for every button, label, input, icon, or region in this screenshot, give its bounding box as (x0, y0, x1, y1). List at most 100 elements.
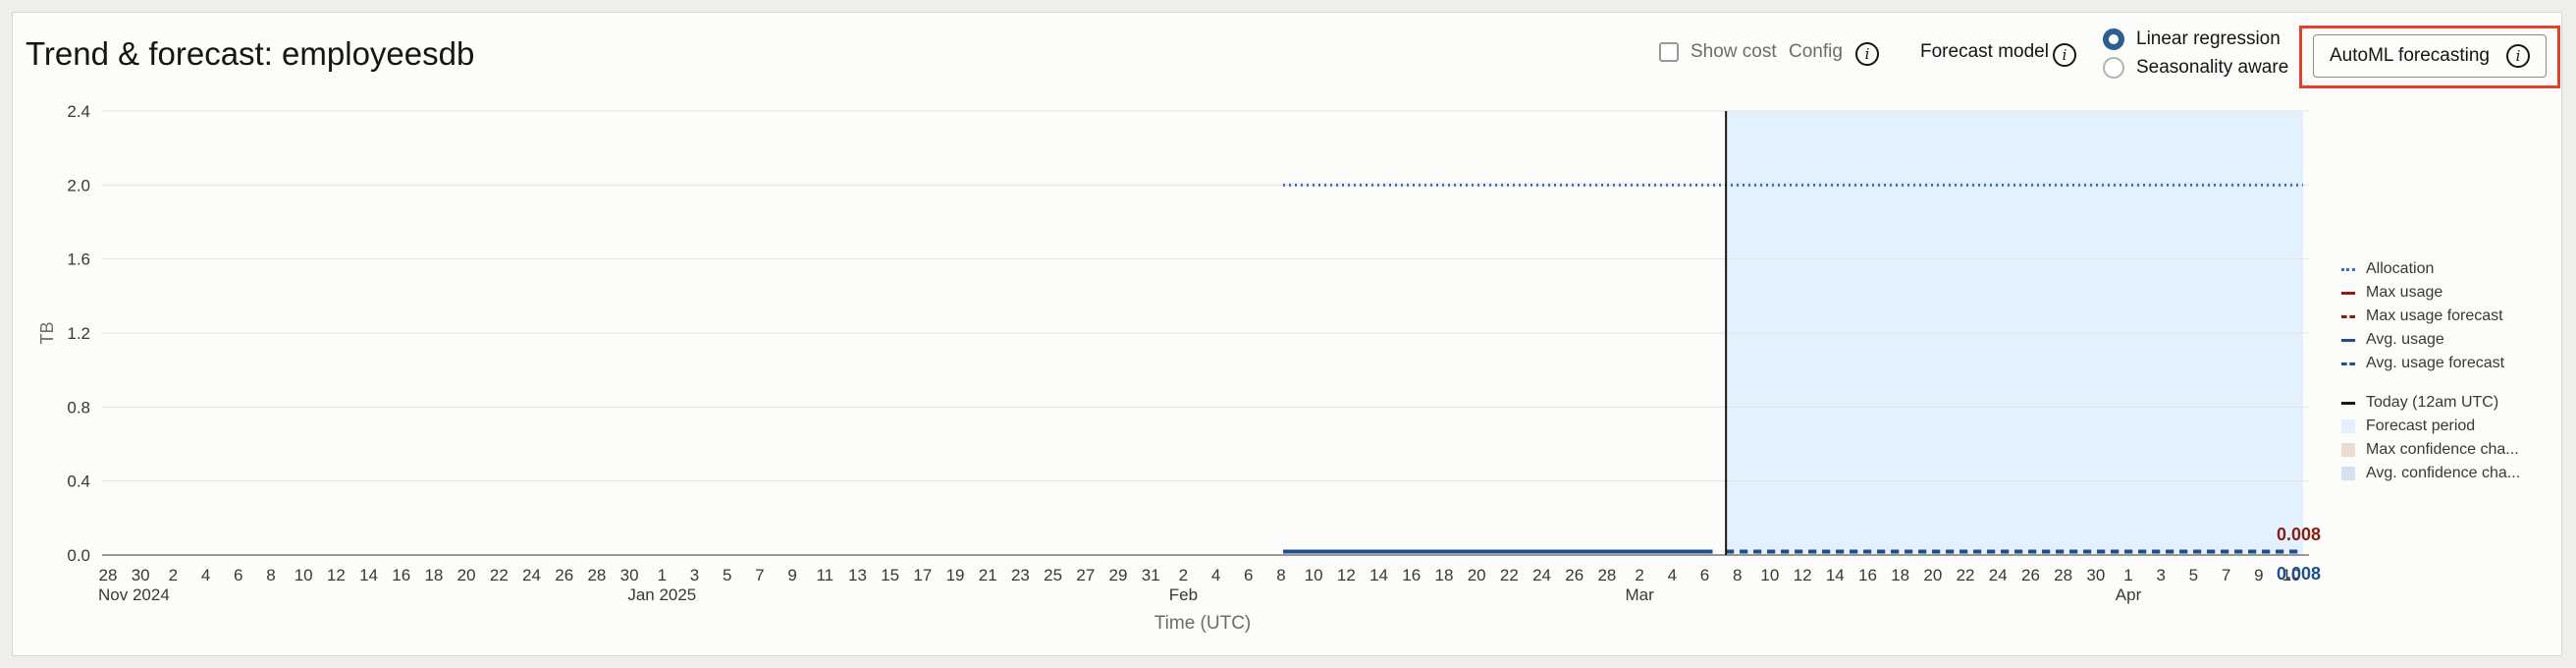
forecast-model-info-icon[interactable]: i (2053, 43, 2076, 67)
x-tick-label: 22 (1957, 566, 1975, 584)
x-tick-label: 5 (2189, 566, 2198, 584)
x-tick-label: 18 (424, 566, 443, 584)
y-tick-label: 1.2 (67, 324, 90, 343)
x-tick-label: 4 (1668, 566, 1677, 584)
x-tick-label: 13 (848, 566, 867, 584)
x-tick-label: 28 (99, 566, 118, 584)
x-tick-label: 10 (295, 566, 313, 584)
x-tick-label: 28 (587, 566, 606, 584)
x-tick-label: 8 (266, 566, 275, 584)
config-info-icon[interactable]: i (1855, 42, 1879, 66)
x-tick-label: 26 (555, 566, 573, 584)
config-label: Config (1789, 41, 1843, 62)
x-tick-label: 2 (169, 566, 178, 584)
chart-legend: Allocation Max usage Max usage forecast Avg… (2340, 257, 2520, 485)
x-tick-label: 12 (1794, 566, 1812, 584)
x-tick-label: 6 (1244, 566, 1253, 584)
legend-label: Forecast period (2366, 418, 2476, 434)
x-tick-label: 22 (490, 566, 509, 584)
legend-gap (2340, 375, 2520, 391)
x-tick-label: 14 (359, 566, 378, 584)
legend-label: Avg. usage forecast (2366, 355, 2505, 371)
legend-swatch (2340, 356, 2356, 371)
y-tick-label: 2.0 (67, 176, 90, 195)
legend-swatch (2340, 418, 2356, 434)
x-month-label: Feb (1169, 585, 1198, 604)
x-tick-label: 17 (913, 566, 932, 584)
legend-label: Avg. confidence cha... (2366, 465, 2521, 481)
x-tick-label: 18 (1434, 566, 1453, 584)
x-tick-label: 26 (1565, 566, 1583, 584)
x-tick-label: 8 (1733, 566, 1742, 584)
legend-swatch (2340, 308, 2356, 324)
legend-swatch (2340, 332, 2356, 348)
x-tick-label: 20 (1923, 566, 1942, 584)
automl-forecasting-label: AutoML forecasting (2330, 45, 2490, 66)
x-tick-label: 6 (1700, 566, 1709, 584)
x-tick-label: 24 (522, 566, 541, 584)
x-axis-label: Time (UTC) (1154, 613, 1252, 634)
x-tick-label: 3 (2156, 566, 2165, 584)
y-tick-label: 0.0 (67, 546, 90, 565)
x-month-label: Apr (2116, 585, 2142, 604)
x-tick-label: 6 (234, 566, 242, 584)
legend-item[interactable]: Today (12am UTC) (2340, 391, 2520, 415)
legend-item[interactable]: Avg. confidence cha... (2340, 462, 2520, 485)
legend-item[interactable]: Max usage (2340, 281, 2520, 305)
x-tick-label: 8 (1276, 566, 1285, 584)
legend-item[interactable]: Avg. usage (2340, 328, 2520, 352)
radio-seasonality-aware-button[interactable] (2103, 57, 2124, 79)
avg-usage-end-label: 0.008 (2277, 564, 2321, 584)
x-tick-label: 16 (1402, 566, 1421, 584)
legend-item[interactable]: Forecast period (2340, 415, 2520, 438)
x-tick-label: 4 (1211, 566, 1220, 584)
x-tick-label: 30 (620, 566, 639, 584)
legend-swatch (2340, 395, 2356, 411)
legend-item[interactable]: Max usage forecast (2340, 305, 2520, 328)
legend-swatch (2340, 466, 2356, 481)
radio-linear-regression[interactable]: Linear regression (2103, 28, 2281, 50)
x-tick-label: 31 (1142, 566, 1160, 584)
legend-swatch (2340, 442, 2356, 458)
x-tick-label: 10 (1760, 566, 1779, 584)
x-tick-label: 16 (1858, 566, 1877, 584)
x-tick-label: 12 (1337, 566, 1356, 584)
legend-label: Max usage (2366, 284, 2443, 301)
x-tick-label: 1 (658, 566, 667, 584)
x-tick-label: 14 (1826, 566, 1845, 584)
x-month-label: Nov 2024 (98, 585, 170, 604)
legend-label: Today (12am UTC) (2366, 394, 2499, 411)
y-axis-label: TB (37, 321, 57, 344)
x-month-label: Mar (1625, 585, 1654, 604)
legend-item[interactable]: Avg. usage forecast (2340, 352, 2520, 375)
x-tick-label: 21 (979, 566, 997, 584)
page-title: Trend & forecast: employeesdb (26, 35, 475, 72)
x-tick-label: 24 (1532, 566, 1551, 584)
x-tick-label: 5 (723, 566, 731, 584)
x-tick-label: 30 (132, 566, 150, 584)
x-tick-label: 10 (1305, 566, 1323, 584)
x-tick-label: 18 (1891, 566, 1909, 584)
x-tick-label: 4 (201, 566, 210, 584)
legend-label: Max confidence cha... (2366, 441, 2519, 458)
legend-item[interactable]: Max confidence cha... (2340, 438, 2520, 462)
x-tick-label: 30 (2086, 566, 2105, 584)
radio-linear-regression-label: Linear regression (2136, 28, 2281, 49)
x-tick-label: 16 (392, 566, 410, 584)
radio-seasonality-aware[interactable]: Seasonality aware (2103, 57, 2288, 79)
legend-label: Avg. usage (2366, 331, 2444, 348)
x-month-label: Jan 2025 (627, 585, 696, 604)
x-tick-label: 23 (1011, 566, 1030, 584)
automl-info-icon[interactable]: i (2506, 44, 2530, 68)
legend-item[interactable]: Allocation (2340, 257, 2520, 281)
x-tick-label: 11 (816, 566, 833, 584)
radio-linear-regression-button[interactable] (2103, 28, 2124, 50)
forecast-model-label: Forecast model (1920, 41, 2049, 62)
radio-seasonality-aware-label: Seasonality aware (2136, 57, 2289, 78)
x-tick-label: 7 (2222, 566, 2230, 584)
x-tick-label: 26 (2021, 566, 2040, 584)
show-cost-label: Show cost (1690, 41, 1777, 62)
show-cost-toggle[interactable]: Show cost (1659, 41, 1777, 63)
show-cost-checkbox[interactable] (1659, 42, 1679, 62)
